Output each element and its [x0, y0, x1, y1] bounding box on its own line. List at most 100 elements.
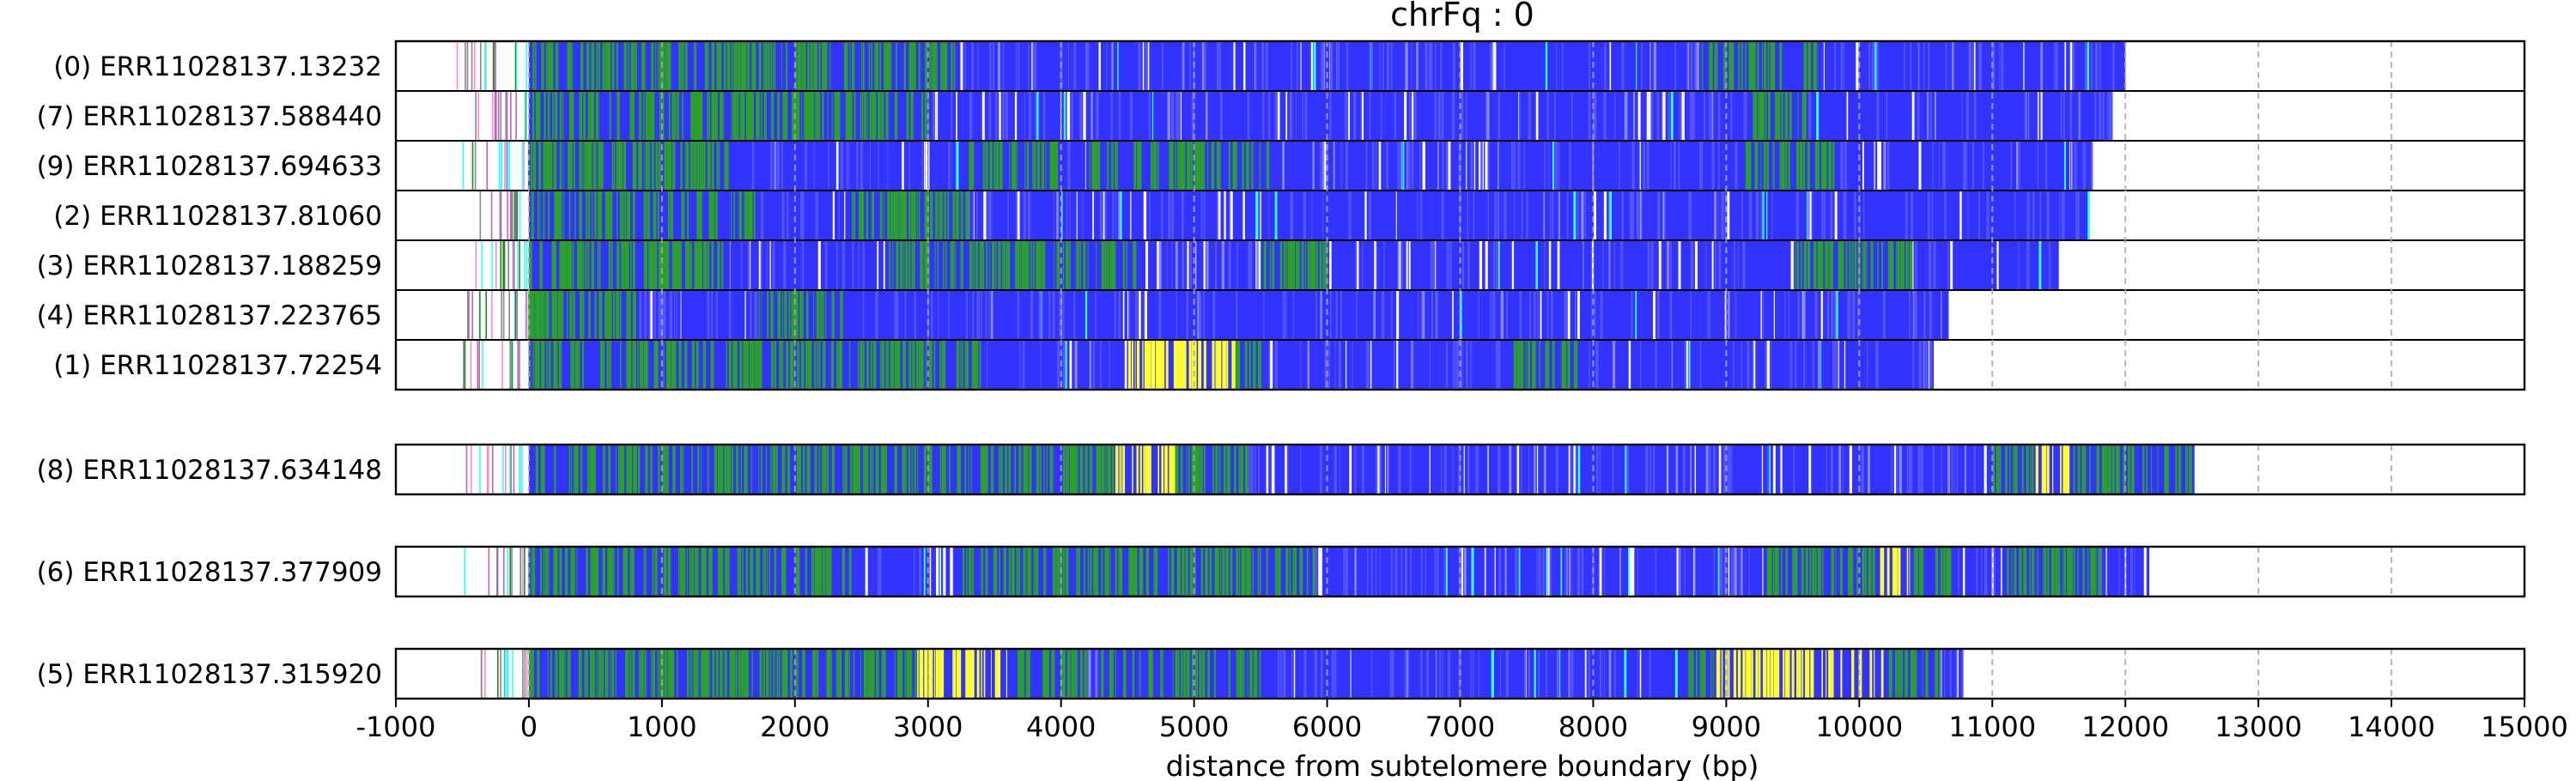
repeat-stripe — [1008, 445, 1011, 494]
repeat-stripe — [1771, 547, 1772, 596]
repeat-stripe — [1307, 240, 1310, 290]
repeat-stripe — [852, 240, 854, 290]
repeat-stripe — [1546, 91, 1549, 141]
repeat-stripe — [1322, 141, 1325, 191]
repeat-stripe — [1112, 191, 1115, 240]
repeat-stripe — [1944, 191, 1947, 240]
repeat-stripe — [1643, 141, 1646, 191]
repeat-stripe — [1971, 141, 1974, 191]
repeat-stripe — [631, 41, 635, 91]
repeat-stripe — [957, 649, 959, 699]
repeat-stripe — [1149, 340, 1151, 390]
repeat-stripe — [554, 547, 556, 596]
repeat-stripe — [1466, 141, 1467, 191]
repeat-stripe — [917, 191, 919, 240]
repeat-stripe — [1498, 547, 1502, 596]
repeat-stripe — [1230, 547, 1233, 596]
repeat-stripe — [626, 340, 629, 390]
repeat-stripe — [580, 41, 584, 91]
repeat-stripe — [1893, 445, 1897, 494]
repeat-stripe — [610, 290, 612, 340]
repeat-stripe — [872, 649, 874, 699]
repeat-stripe — [1291, 649, 1293, 699]
repeat-stripe — [925, 191, 927, 240]
repeat-stripe — [903, 41, 906, 91]
repeat-stripe — [2041, 445, 2044, 494]
repeat-stripe — [1224, 191, 1226, 240]
repeat-stripe — [1959, 191, 1962, 240]
repeat-stripe — [2062, 191, 2065, 240]
repeat-stripe — [1242, 141, 1244, 191]
repeat-stripe — [2027, 191, 2030, 240]
repeat-stripe — [1406, 41, 1408, 91]
repeat-stripe — [1118, 91, 1121, 141]
repeat-stripe — [953, 41, 956, 91]
repeat-stripe — [1272, 445, 1275, 494]
repeat-stripe — [1602, 240, 1604, 290]
repeat-stripe — [1814, 290, 1818, 340]
repeat-stripe — [931, 445, 933, 494]
repeat-stripe — [1090, 91, 1092, 141]
repeat-stripe — [669, 141, 672, 191]
repeat-stripe — [1581, 191, 1584, 240]
repeat-stripe — [1843, 240, 1844, 290]
repeat-stripe — [602, 141, 604, 191]
repeat-stripe — [717, 547, 720, 596]
repeat-stripe — [918, 41, 920, 91]
repeat-stripe — [1181, 649, 1183, 699]
repeat-stripe — [772, 649, 774, 699]
repeat-stripe — [966, 547, 968, 596]
repeat-stripe — [2069, 141, 2071, 191]
repeat-stripe — [1771, 649, 1774, 699]
repeat-stripe — [659, 290, 662, 340]
repeat-stripe — [667, 649, 671, 699]
repeat-stripe — [880, 445, 884, 494]
repeat-stripe — [805, 141, 807, 191]
repeat-stripe — [714, 91, 717, 141]
repeat-stripe — [664, 445, 666, 494]
repeat-stripe — [992, 240, 994, 290]
repeat-stripe — [1777, 91, 1781, 141]
repeat-stripe — [1921, 547, 1924, 596]
repeat-stripe — [1253, 340, 1256, 390]
repeat-stripe — [555, 41, 559, 91]
repeat-stripe — [562, 141, 564, 191]
repeat-stripe — [611, 41, 614, 91]
repeat-stripe — [2018, 240, 2020, 290]
repeat-stripe — [814, 340, 817, 390]
repeat-stripe — [1755, 141, 1757, 191]
repeat-stripe — [854, 445, 857, 494]
repeat-stripe — [1935, 649, 1939, 699]
repeat-stripe — [912, 41, 914, 91]
repeat-stripe — [564, 547, 568, 596]
repeat-stripe — [838, 191, 840, 240]
read-label: (2) ERR11028137.81060 — [53, 201, 382, 232]
repeat-stripe — [761, 445, 762, 494]
repeat-stripe — [979, 240, 981, 290]
repeat-stripe — [623, 240, 625, 290]
repeat-stripe — [2007, 547, 2009, 596]
repeat-stripe — [1823, 141, 1825, 191]
repeat-stripe — [721, 240, 724, 290]
repeat-stripe — [1445, 141, 1449, 191]
repeat-stripe — [805, 547, 807, 596]
repeat-stripe — [1822, 547, 1824, 596]
repeat-stripe — [1943, 547, 1946, 596]
repeat-stripe — [1695, 649, 1698, 699]
repeat-stripe — [806, 445, 808, 494]
repeat-stripe — [828, 141, 829, 191]
repeat-stripe — [1036, 547, 1038, 596]
repeat-stripe — [870, 445, 872, 494]
repeat-stripe — [1705, 445, 1709, 494]
repeat-stripe — [601, 340, 603, 390]
repeat-stripe — [1731, 547, 1735, 596]
repeat-stripe — [1516, 340, 1518, 390]
repeat-stripe — [627, 290, 629, 340]
repeat-stripe — [1138, 141, 1141, 191]
repeat-stripe — [1370, 41, 1373, 91]
repeat-stripe — [1312, 547, 1315, 596]
repeat-stripe — [1068, 41, 1069, 91]
repeat-stripe — [1028, 547, 1030, 596]
repeat-stripe — [697, 141, 700, 191]
repeat-stripe — [1728, 445, 1731, 494]
